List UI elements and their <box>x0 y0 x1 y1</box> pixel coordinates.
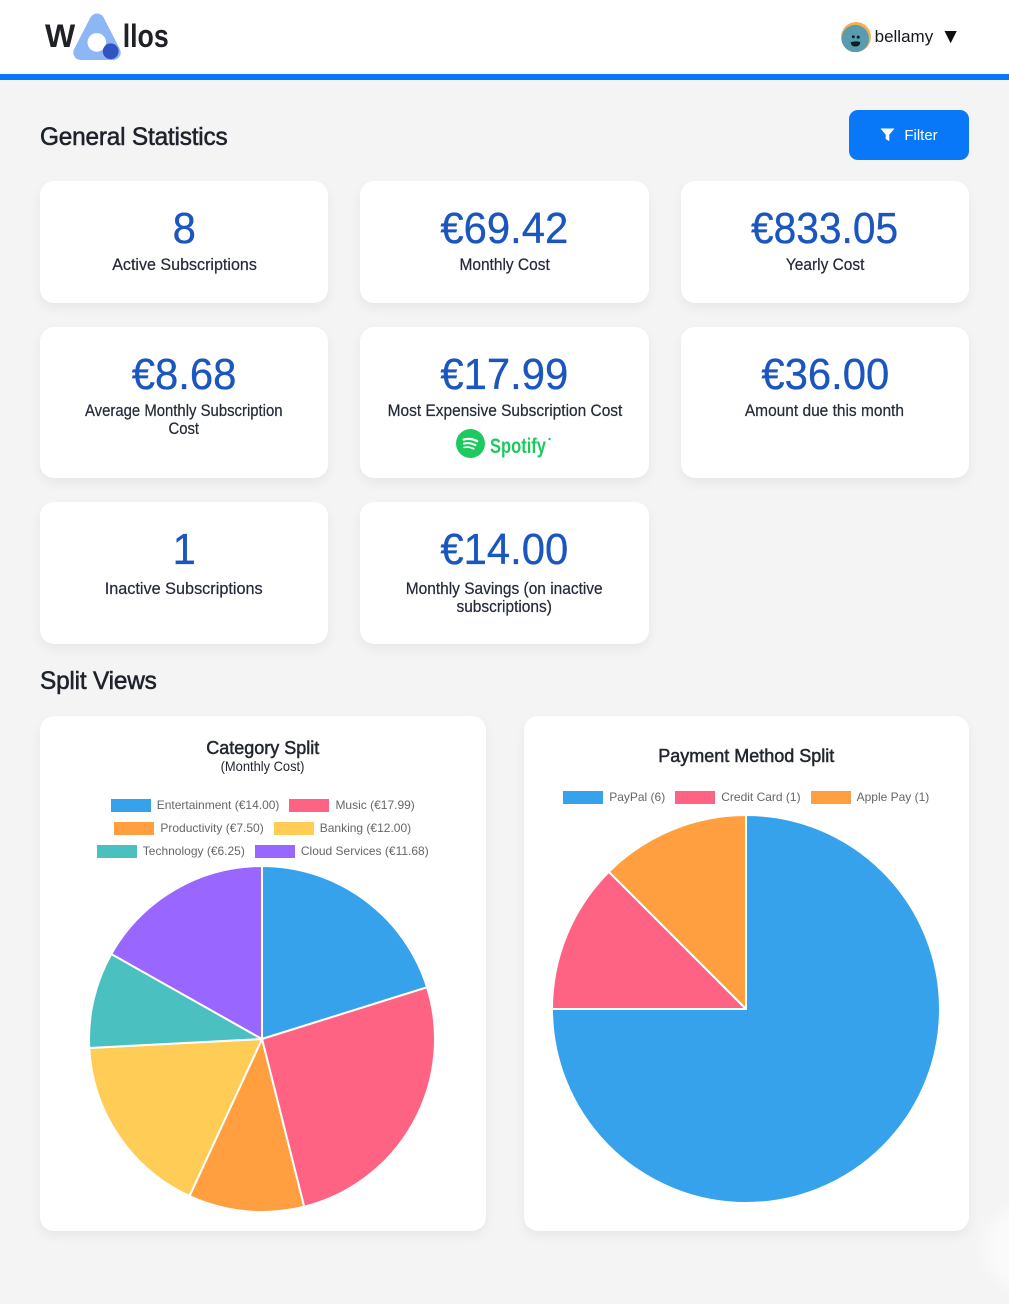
svg-text:llos: llos <box>123 18 169 54</box>
svg-text:W: W <box>45 18 76 54</box>
svg-text:Spotify: Spotify <box>490 435 546 458</box>
